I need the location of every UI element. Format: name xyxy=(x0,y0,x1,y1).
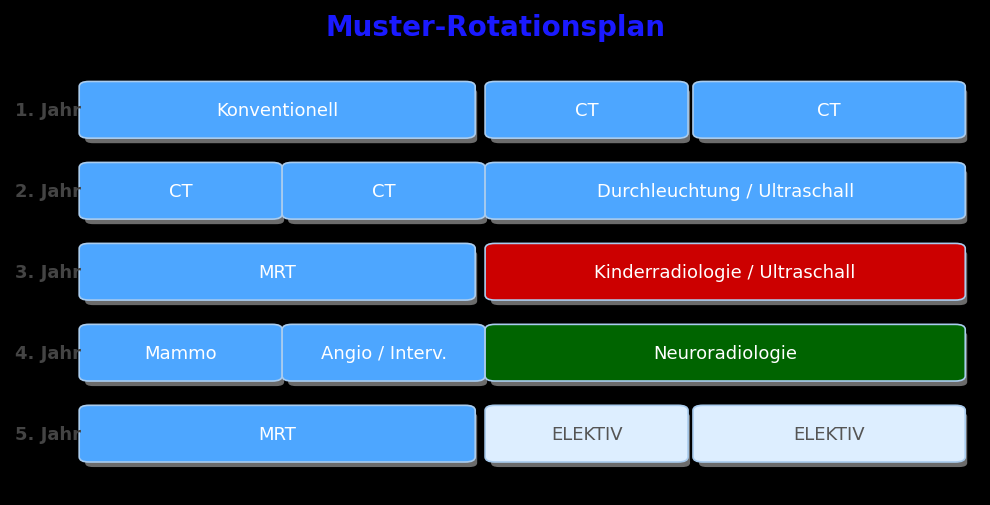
FancyBboxPatch shape xyxy=(693,82,965,139)
Text: Neuroradiologie: Neuroradiologie xyxy=(653,344,797,362)
Text: CT: CT xyxy=(169,182,192,200)
Text: 2. Jahr: 2. Jahr xyxy=(15,182,81,200)
FancyBboxPatch shape xyxy=(699,89,967,144)
FancyBboxPatch shape xyxy=(282,163,485,220)
FancyBboxPatch shape xyxy=(699,413,967,467)
FancyBboxPatch shape xyxy=(85,332,284,386)
FancyBboxPatch shape xyxy=(85,170,284,225)
Text: CT: CT xyxy=(575,102,598,120)
FancyBboxPatch shape xyxy=(491,170,967,225)
FancyBboxPatch shape xyxy=(693,406,965,462)
FancyBboxPatch shape xyxy=(79,82,475,139)
FancyBboxPatch shape xyxy=(485,163,965,220)
FancyBboxPatch shape xyxy=(282,325,485,381)
Text: Durchleuchtung / Ultraschall: Durchleuchtung / Ultraschall xyxy=(597,182,853,200)
FancyBboxPatch shape xyxy=(79,163,282,220)
FancyBboxPatch shape xyxy=(491,89,690,144)
FancyBboxPatch shape xyxy=(79,325,282,381)
Text: Konventionell: Konventionell xyxy=(216,102,339,120)
Text: Kinderradiologie / Ultraschall: Kinderradiologie / Ultraschall xyxy=(594,263,856,281)
FancyBboxPatch shape xyxy=(288,170,487,225)
FancyBboxPatch shape xyxy=(485,325,965,381)
FancyBboxPatch shape xyxy=(491,413,690,467)
FancyBboxPatch shape xyxy=(79,406,475,462)
Text: Angio / Interv.: Angio / Interv. xyxy=(321,344,446,362)
FancyBboxPatch shape xyxy=(491,251,967,306)
Text: 1. Jahr: 1. Jahr xyxy=(15,102,81,120)
Text: MRT: MRT xyxy=(258,263,296,281)
Text: CT: CT xyxy=(372,182,395,200)
FancyBboxPatch shape xyxy=(85,89,477,144)
FancyBboxPatch shape xyxy=(485,244,965,300)
Text: Mammo: Mammo xyxy=(145,344,217,362)
Text: 5. Jahr: 5. Jahr xyxy=(15,425,81,443)
FancyBboxPatch shape xyxy=(485,406,688,462)
FancyBboxPatch shape xyxy=(79,244,475,300)
Text: Muster-Rotationsplan: Muster-Rotationsplan xyxy=(325,14,665,42)
FancyBboxPatch shape xyxy=(288,332,487,386)
Text: ELEKTIV: ELEKTIV xyxy=(793,425,865,443)
Text: 4. Jahr: 4. Jahr xyxy=(15,344,81,362)
FancyBboxPatch shape xyxy=(485,82,688,139)
Text: CT: CT xyxy=(818,102,841,120)
FancyBboxPatch shape xyxy=(85,251,477,306)
Text: MRT: MRT xyxy=(258,425,296,443)
FancyBboxPatch shape xyxy=(85,413,477,467)
FancyBboxPatch shape xyxy=(491,332,967,386)
Text: 3. Jahr: 3. Jahr xyxy=(15,263,81,281)
Text: ELEKTIV: ELEKTIV xyxy=(550,425,623,443)
